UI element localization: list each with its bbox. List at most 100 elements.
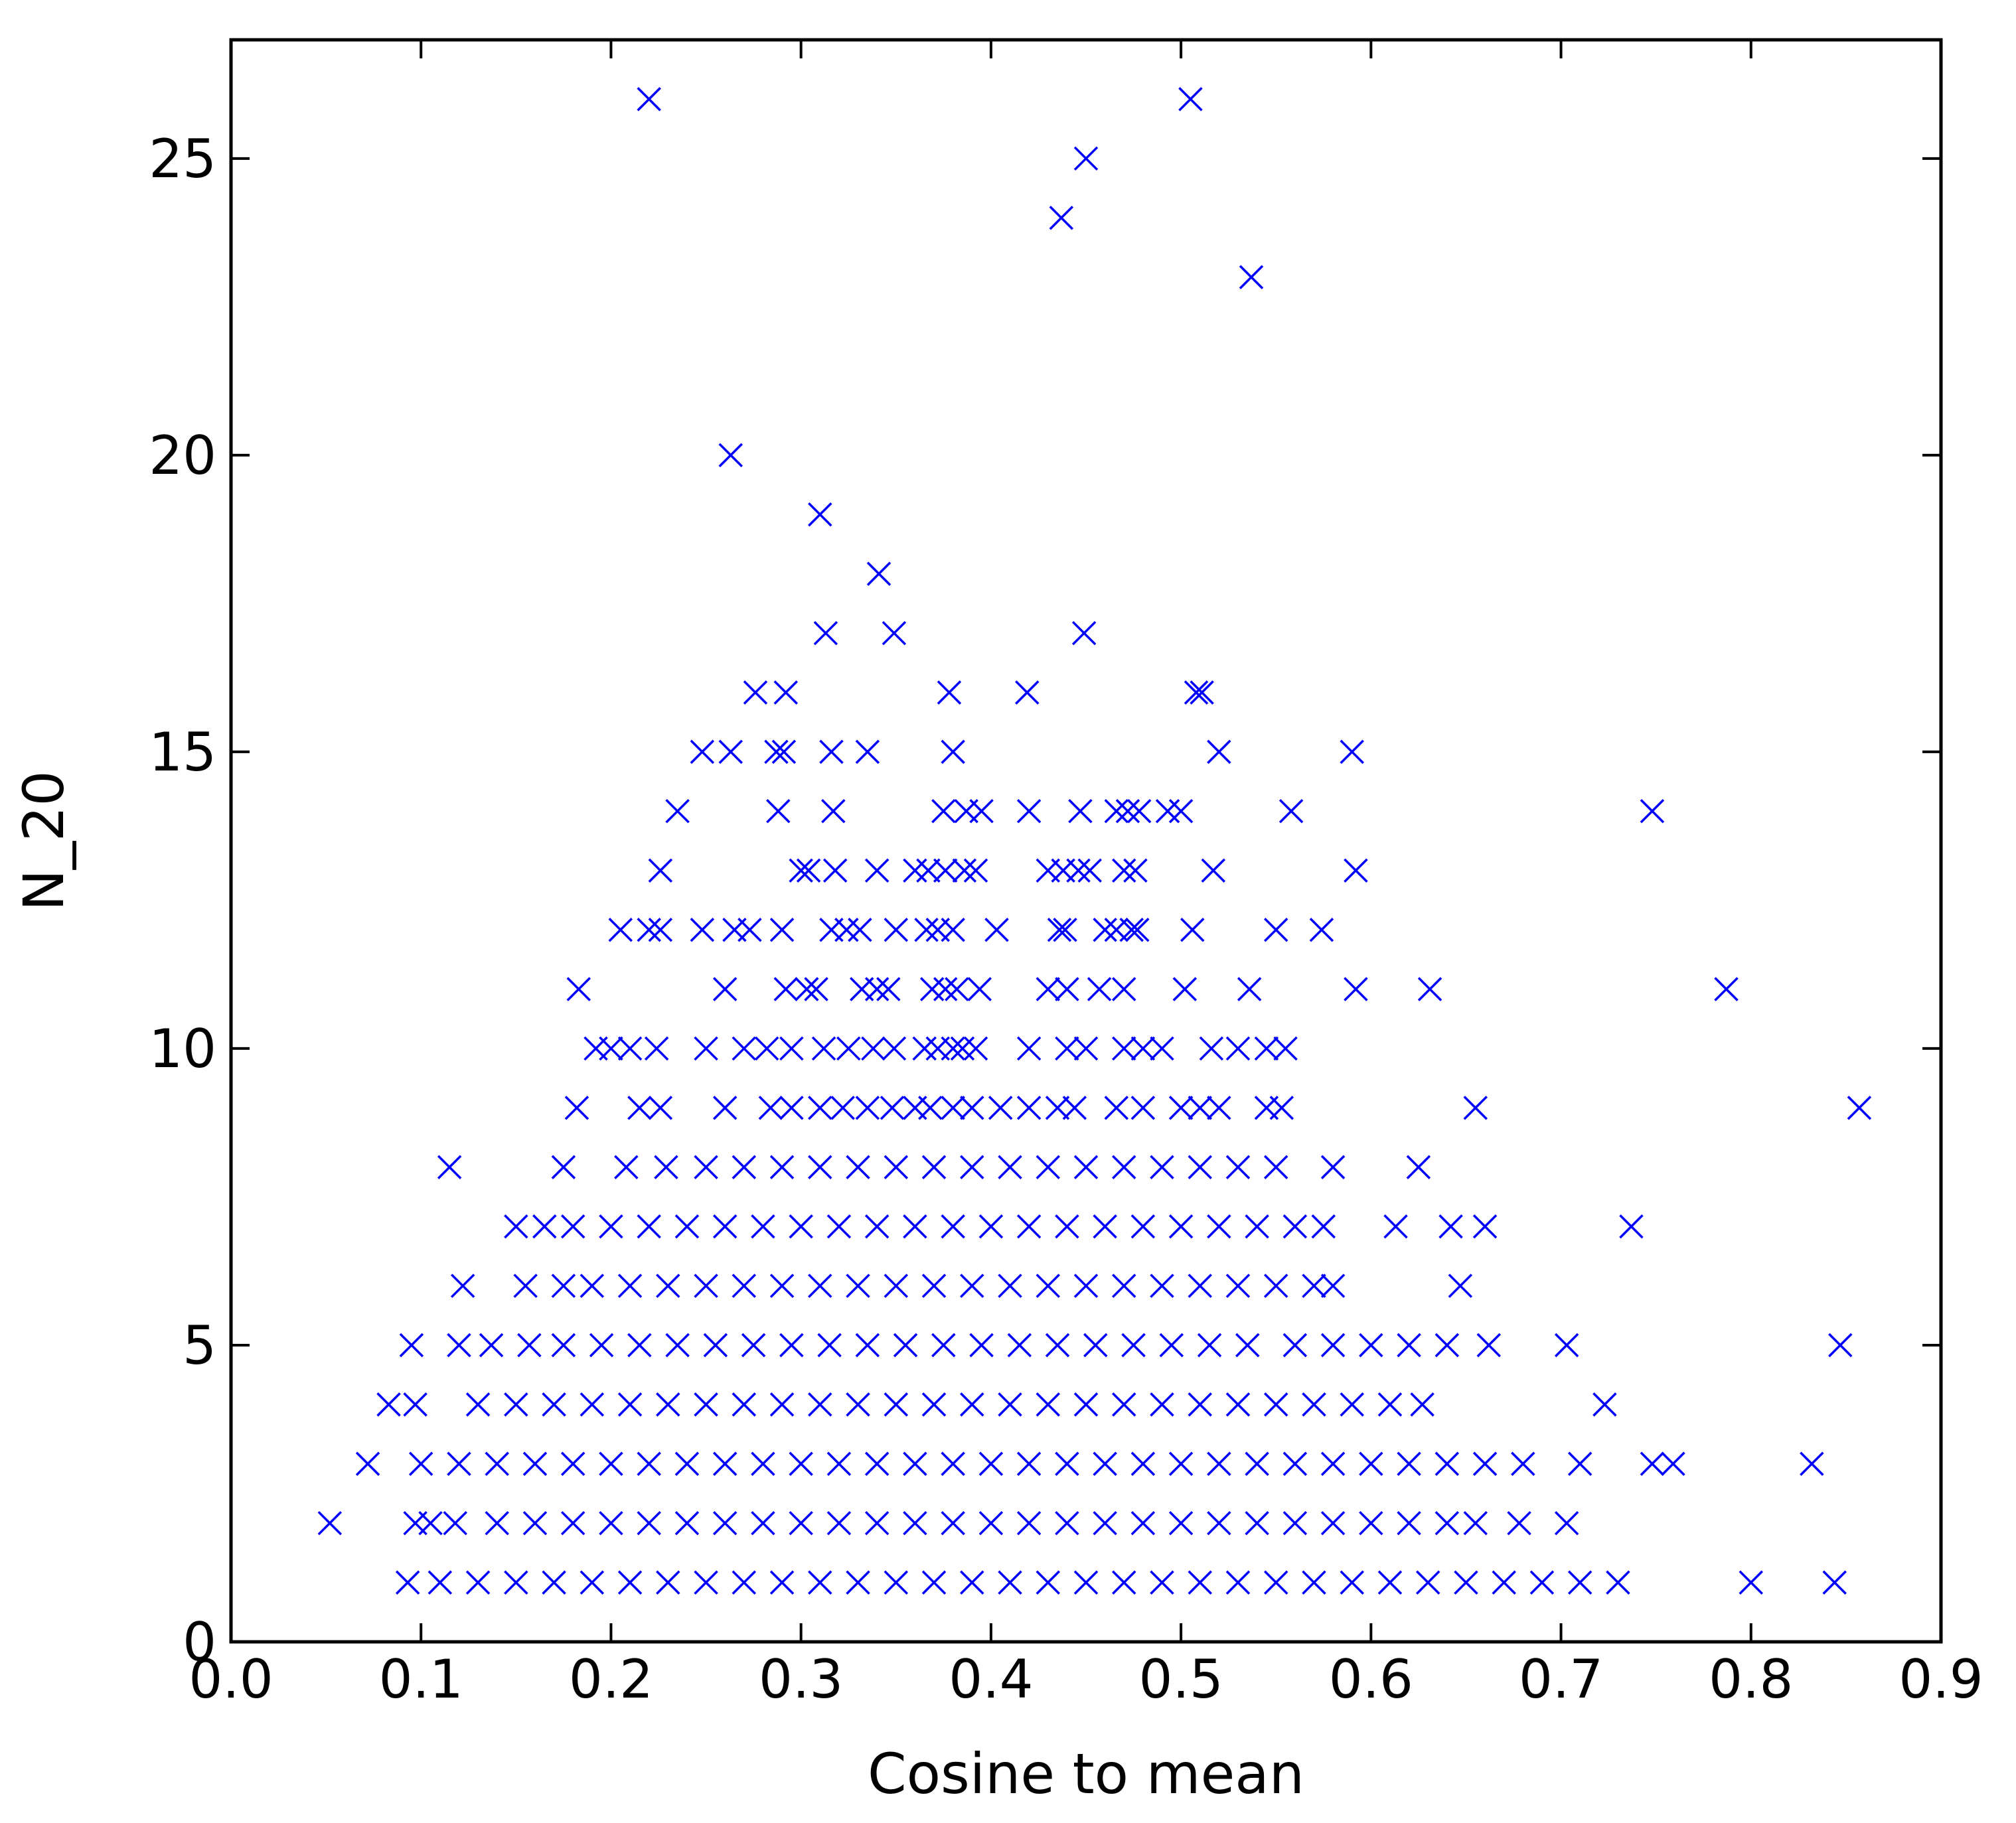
data-point: [1640, 1451, 1665, 1477]
data-point: [1121, 1333, 1146, 1358]
data-point: [644, 1036, 669, 1061]
data-point: [1150, 1274, 1174, 1298]
data-point: [703, 1333, 728, 1358]
data-point: [808, 1570, 832, 1595]
data-point: [884, 917, 909, 942]
data-point: [737, 917, 762, 942]
data-point: [978, 1451, 1004, 1477]
data-point: [826, 1510, 852, 1536]
data-point: [674, 1451, 700, 1477]
data-point: [1036, 1155, 1060, 1179]
data-point: [960, 1274, 984, 1298]
data-point: [1093, 1214, 1117, 1239]
data-point: [1320, 1510, 1346, 1536]
data-point: [1463, 1096, 1488, 1120]
data-point: [1123, 858, 1148, 883]
data-point: [1225, 1570, 1251, 1595]
data-point: [941, 1036, 965, 1061]
data-point: [855, 1096, 880, 1120]
data-point: [450, 1274, 475, 1298]
data-point: [789, 1451, 813, 1477]
data-point: [617, 1392, 643, 1417]
data-point: [1207, 739, 1231, 765]
data-point: [1263, 1155, 1288, 1179]
data-point: [1207, 1510, 1231, 1536]
data-point: [1282, 1214, 1308, 1239]
data-point: [1015, 680, 1040, 705]
data-point: [517, 1333, 542, 1358]
data-point: [1036, 1570, 1060, 1595]
data-point: [1093, 1510, 1117, 1536]
data-point: [766, 799, 791, 824]
data-point: [1340, 739, 1364, 765]
data-point: [589, 1333, 614, 1358]
data-point: [551, 1274, 576, 1298]
x-tick-label: 0.4: [949, 1648, 1033, 1710]
y-tick-label: 5: [183, 1315, 216, 1376]
data-point: [1592, 1392, 1617, 1417]
data-point: [984, 917, 1009, 942]
data-point: [1073, 1036, 1099, 1061]
data-point: [599, 1510, 623, 1536]
data-point: [941, 1451, 965, 1477]
data-point: [1359, 1451, 1383, 1477]
data-point: [1112, 858, 1136, 883]
data-point: [1320, 1333, 1346, 1358]
data-point: [941, 1214, 965, 1239]
data-point: [769, 1155, 795, 1179]
data-point: [1282, 1451, 1308, 1477]
data-point: [914, 917, 939, 942]
data-point: [1104, 799, 1129, 824]
data-point: [608, 917, 633, 942]
data-point: [1383, 1214, 1408, 1239]
data-point: [560, 1214, 585, 1239]
data-point: [963, 858, 988, 883]
y-tick-label: 0: [183, 1611, 216, 1673]
data-point: [1800, 1451, 1824, 1477]
data-point: [1476, 1333, 1502, 1358]
data-point: [1225, 1155, 1251, 1179]
data-point: [1417, 977, 1442, 1001]
data-point: [931, 1333, 956, 1358]
data-point: [1448, 1274, 1473, 1298]
x-tick-label: 0.3: [759, 1648, 843, 1710]
data-point: [998, 1392, 1022, 1417]
x-tick-label: 0.7: [1519, 1648, 1603, 1710]
data-point: [1344, 858, 1368, 883]
data-point: [1188, 1155, 1212, 1179]
data-point: [773, 977, 799, 1001]
data-point: [580, 1392, 605, 1417]
data-point: [978, 1214, 1004, 1239]
data-point: [656, 1274, 680, 1298]
data-point: [864, 1510, 890, 1536]
data-point: [465, 1392, 491, 1417]
data-point: [822, 858, 848, 883]
data-point: [864, 858, 890, 883]
data-point: [1068, 799, 1093, 824]
data-point: [1130, 1096, 1156, 1120]
data-point: [779, 1036, 804, 1061]
data-point: [884, 1570, 909, 1595]
data-point: [1344, 977, 1368, 1001]
data-point: [1397, 1333, 1421, 1358]
data-point: [758, 1096, 783, 1120]
data-point: [637, 87, 661, 111]
data-point: [864, 977, 890, 1001]
data-point: [813, 620, 838, 646]
data-point: [1188, 1570, 1212, 1595]
data-point: [855, 1333, 880, 1358]
data-point: [1055, 1510, 1079, 1536]
data-point: [884, 1274, 909, 1298]
data-point: [1150, 1392, 1174, 1417]
data-point: [1554, 1510, 1579, 1536]
data-point: [1739, 1570, 1764, 1595]
data-point: [882, 620, 907, 646]
data-point: [522, 1451, 548, 1477]
data-point: [1225, 1036, 1251, 1061]
data-point: [1125, 917, 1150, 942]
data-point: [941, 739, 965, 765]
data-point: [1237, 977, 1262, 1001]
data-point: [599, 1036, 623, 1061]
data-point: [743, 680, 768, 705]
data-point: [712, 1096, 737, 1120]
